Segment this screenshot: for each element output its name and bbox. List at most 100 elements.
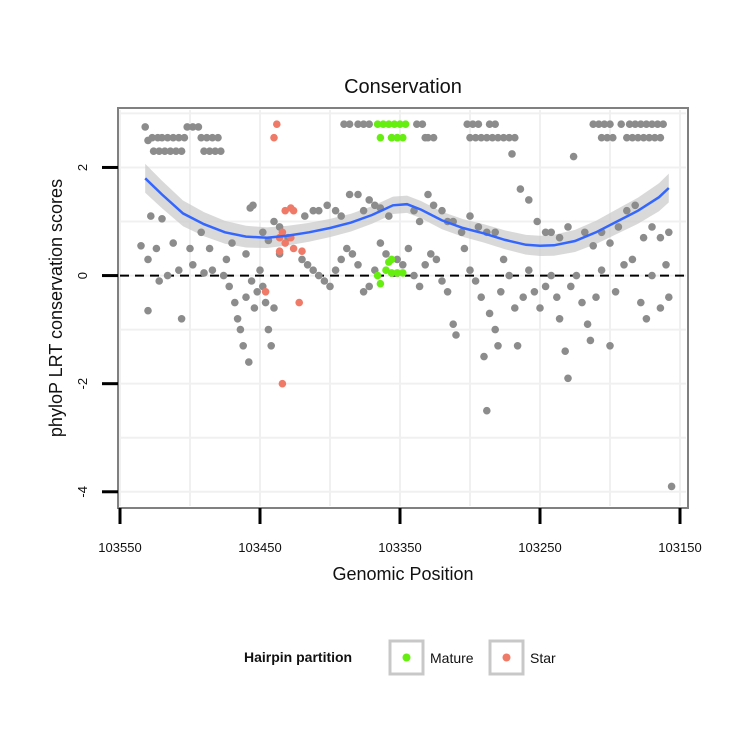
y-tick-label: -2 <box>75 378 90 390</box>
data-point-other <box>597 266 606 275</box>
data-point-other <box>309 206 318 215</box>
data-point-mature <box>385 120 393 128</box>
y-axis-title: phyloP LRT conservation scores <box>46 179 66 437</box>
data-point-other <box>561 347 569 356</box>
data-point-other <box>345 190 354 199</box>
data-point-mature <box>399 269 407 277</box>
data-point-other <box>642 315 651 323</box>
data-point-mature <box>373 120 382 128</box>
data-point-other <box>564 374 572 383</box>
data-point-other <box>245 358 253 366</box>
chart-title: Conservation <box>344 76 462 98</box>
data-point-other <box>569 152 578 161</box>
data-point-other <box>228 239 236 247</box>
legend-label-star: Star <box>530 650 556 666</box>
data-point-other <box>623 206 631 215</box>
data-point-other <box>474 120 483 128</box>
data-point-other <box>511 133 519 142</box>
data-point-other <box>589 120 597 128</box>
data-point-other <box>354 190 362 199</box>
data-point-other <box>457 228 466 237</box>
legend-title: Hairpin partition <box>244 649 352 665</box>
data-point-other <box>553 293 561 302</box>
data-point-other <box>259 228 267 237</box>
data-point-other <box>617 120 625 128</box>
data-point-other <box>505 271 513 280</box>
data-point-other <box>175 266 183 275</box>
data-point-other <box>637 298 645 307</box>
data-point-other <box>611 288 620 296</box>
data-point-other <box>236 325 245 334</box>
data-point-other <box>359 120 368 128</box>
data-point-other <box>499 133 508 142</box>
data-point-other <box>606 342 614 350</box>
data-point-other <box>149 147 158 155</box>
data-point-other <box>253 288 261 296</box>
data-point-other <box>418 120 427 128</box>
data-point-mature <box>376 279 385 288</box>
data-point-other <box>382 250 390 258</box>
data-point-other <box>301 212 309 220</box>
data-point-other <box>639 233 648 242</box>
data-point-other <box>483 406 491 415</box>
data-point-other <box>197 133 205 142</box>
data-point-other <box>343 244 351 253</box>
data-point-other <box>555 315 564 323</box>
data-point-other <box>516 185 525 193</box>
data-point-other <box>429 201 438 210</box>
data-point-other <box>471 133 480 142</box>
data-point-other <box>525 196 533 204</box>
data-point-other <box>667 482 676 491</box>
data-point-other <box>413 120 421 128</box>
data-point-other <box>634 133 642 142</box>
data-point-other <box>497 288 505 296</box>
data-point-mature <box>376 133 385 142</box>
data-point-other <box>586 336 595 345</box>
data-point-other <box>410 271 418 280</box>
data-point-other <box>242 293 250 302</box>
data-point-other <box>449 320 458 329</box>
data-point-other <box>606 239 614 247</box>
data-point-star <box>278 379 287 388</box>
data-point-other <box>480 352 488 361</box>
data-point-other <box>233 315 242 323</box>
data-point-other <box>645 133 653 142</box>
data-point-other <box>331 266 340 275</box>
data-point-other <box>606 120 614 128</box>
y-axis: -4 -2 0 2 <box>75 164 118 498</box>
data-point-mature <box>401 120 410 128</box>
data-point-other <box>200 147 208 155</box>
data-point-other <box>541 228 550 237</box>
data-point-star <box>281 239 290 247</box>
data-point-other <box>536 304 544 312</box>
data-point-other <box>541 282 550 291</box>
data-point-other <box>466 212 474 220</box>
x-tick-label: 103250 <box>518 540 561 555</box>
y-tick-label: 2 <box>75 164 90 171</box>
data-point-other <box>424 133 432 142</box>
data-point-star <box>289 244 298 253</box>
data-point-other <box>421 261 430 269</box>
data-point-other <box>656 233 665 242</box>
data-point-mature <box>379 120 388 128</box>
data-point-other <box>443 288 452 296</box>
data-point-other <box>246 204 254 212</box>
data-point-other <box>625 120 634 128</box>
data-point-other <box>628 255 637 264</box>
data-point-other <box>595 120 603 128</box>
x-tick-label: 103150 <box>658 540 701 555</box>
data-point-other <box>189 123 197 131</box>
data-point-other <box>158 215 166 223</box>
data-point-other <box>491 120 500 128</box>
data-point-other <box>583 320 592 329</box>
data-point-other <box>200 269 208 277</box>
data-point-other <box>163 271 172 280</box>
data-point-mature <box>393 269 402 277</box>
data-point-other <box>393 255 402 264</box>
data-point-other <box>376 239 385 247</box>
data-point-mature <box>396 120 404 128</box>
data-point-other <box>438 206 446 215</box>
data-point-other <box>320 277 329 285</box>
data-point-other <box>298 255 306 264</box>
data-point-other <box>217 147 225 155</box>
